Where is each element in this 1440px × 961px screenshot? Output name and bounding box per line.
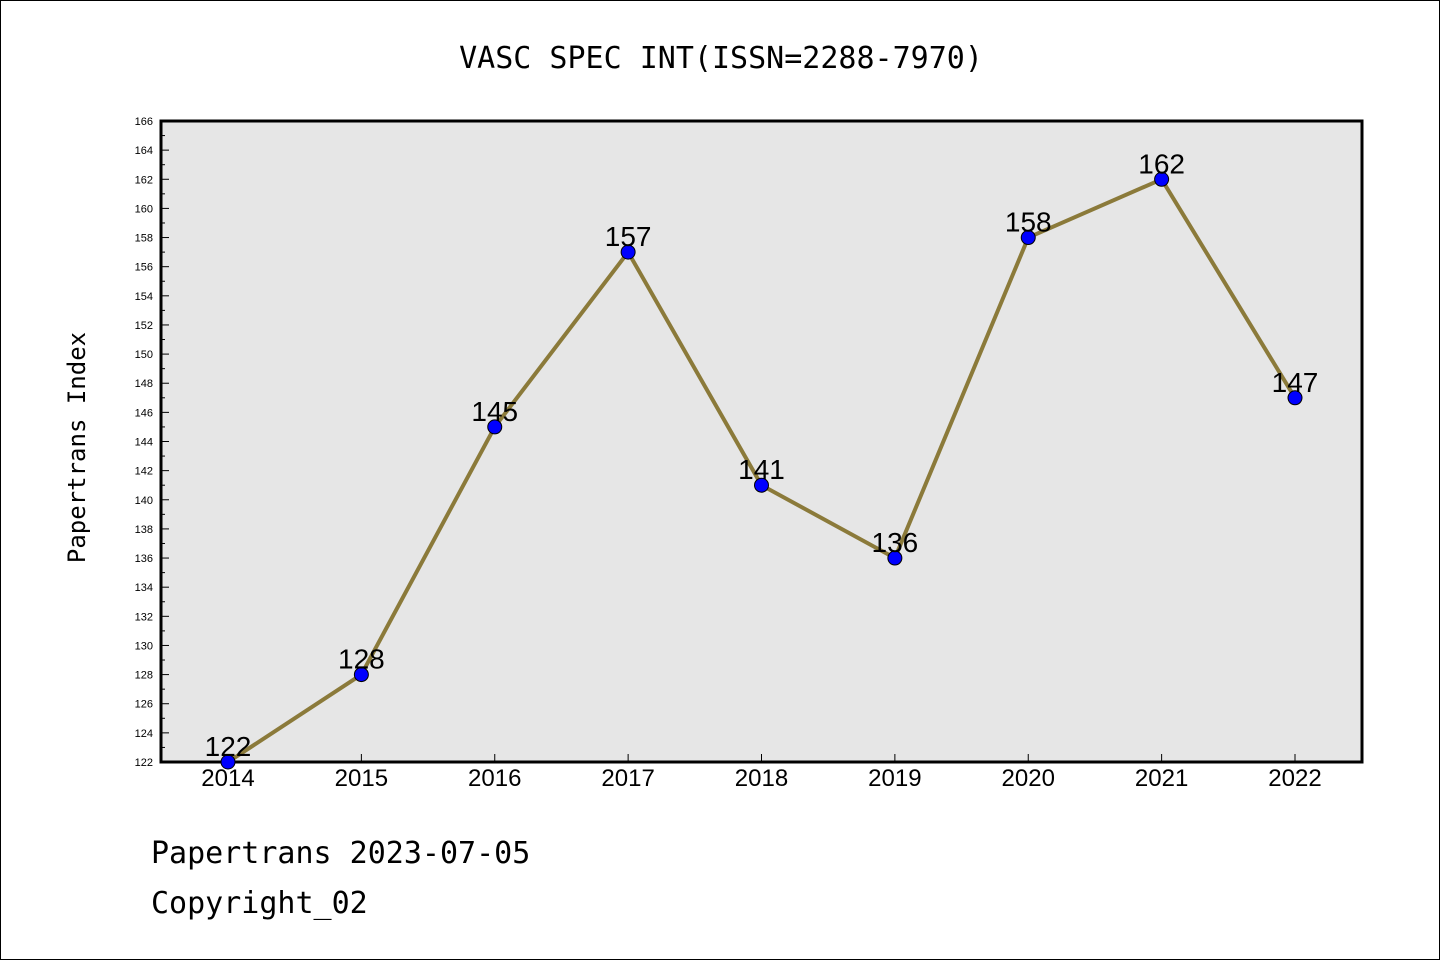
y-tick-label: 158 bbox=[135, 233, 153, 245]
data-label: 141 bbox=[738, 454, 785, 485]
data-label: 147 bbox=[1272, 367, 1319, 398]
y-tick-label: 144 bbox=[135, 437, 153, 449]
data-label: 145 bbox=[471, 396, 518, 427]
data-label: 157 bbox=[605, 221, 652, 252]
y-tick-label: 160 bbox=[135, 203, 153, 215]
x-tick-label: 2020 bbox=[1002, 765, 1055, 792]
x-tick-label: 2018 bbox=[735, 765, 788, 792]
footer-copyright: Copyright_02 bbox=[151, 886, 368, 921]
data-point bbox=[220, 754, 236, 770]
y-tick-label: 126 bbox=[135, 699, 153, 711]
x-tick-label: 2015 bbox=[335, 765, 388, 792]
data-point bbox=[353, 667, 369, 683]
y-tick-label: 164 bbox=[135, 145, 153, 157]
y-tick-label: 142 bbox=[135, 466, 153, 478]
y-tick-label: 134 bbox=[135, 582, 153, 594]
x-tick-label: 2017 bbox=[601, 765, 654, 792]
y-tick-label: 130 bbox=[135, 640, 153, 652]
y-tick-label: 150 bbox=[135, 349, 153, 361]
x-tick-label: 2019 bbox=[868, 765, 921, 792]
data-label: 128 bbox=[338, 644, 385, 675]
y-tick-label: 152 bbox=[135, 320, 153, 332]
x-tick-label: 2016 bbox=[468, 765, 521, 792]
y-tick-label: 138 bbox=[135, 524, 153, 536]
footer-date: Papertrans 2023-07-05 bbox=[151, 836, 531, 871]
data-label: 162 bbox=[1138, 148, 1185, 179]
y-tick-label: 136 bbox=[135, 553, 153, 565]
y-tick-label: 166 bbox=[135, 116, 153, 128]
y-tick-label: 162 bbox=[135, 174, 153, 186]
y-tick-label: 148 bbox=[135, 378, 153, 390]
data-label: 136 bbox=[872, 527, 919, 558]
data-point bbox=[620, 244, 636, 260]
data-point bbox=[1287, 390, 1303, 406]
x-tick-label: 2022 bbox=[1268, 765, 1321, 792]
y-tick-label: 124 bbox=[135, 728, 153, 740]
plot-border bbox=[159, 119, 1364, 764]
x-tick-label: 2021 bbox=[1135, 765, 1188, 792]
data-point bbox=[1154, 171, 1170, 187]
y-tick-label: 128 bbox=[135, 670, 153, 682]
data-point bbox=[1020, 230, 1036, 246]
y-tick-label: 132 bbox=[135, 611, 153, 623]
chart-title: VASC SPEC INT(ISSN=2288-7970) bbox=[459, 41, 983, 76]
y-axis-label: Papertrans Index bbox=[63, 332, 91, 563]
data-label: 158 bbox=[1005, 207, 1052, 238]
data-point bbox=[887, 550, 903, 566]
data-label: 122 bbox=[205, 731, 252, 762]
y-tick-label: 156 bbox=[135, 262, 153, 274]
plot-area bbox=[161, 121, 1362, 762]
y-tick-label: 140 bbox=[135, 495, 153, 507]
y-tick-label: 154 bbox=[135, 291, 153, 303]
data-point bbox=[754, 477, 769, 493]
y-tick-label: 122 bbox=[135, 757, 153, 769]
y-tick-label: 146 bbox=[135, 407, 153, 419]
data-point bbox=[487, 419, 503, 435]
